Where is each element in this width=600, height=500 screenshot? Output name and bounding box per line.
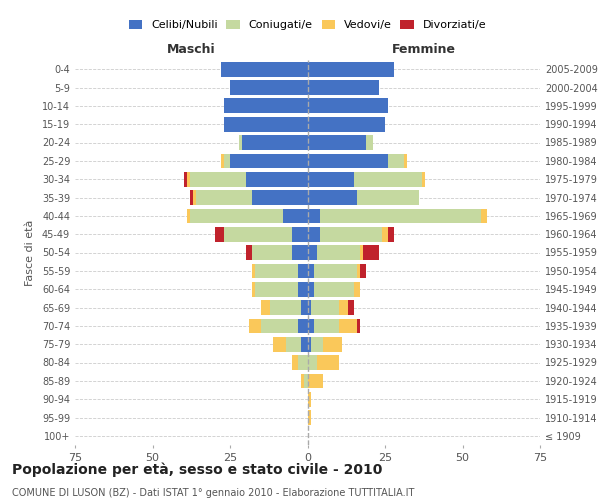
Bar xyxy=(311,300,338,315)
Bar xyxy=(314,318,338,333)
Bar xyxy=(298,355,308,370)
Bar xyxy=(320,227,382,242)
Bar xyxy=(221,154,224,168)
Bar xyxy=(252,282,255,296)
Bar xyxy=(308,300,311,315)
Bar xyxy=(301,300,308,315)
Bar xyxy=(357,318,360,333)
Bar xyxy=(308,208,320,223)
Bar xyxy=(298,264,308,278)
Bar xyxy=(308,135,367,150)
Text: Femmine: Femmine xyxy=(392,43,456,56)
Bar xyxy=(308,245,317,260)
Bar xyxy=(308,264,314,278)
Bar xyxy=(360,264,367,278)
Bar xyxy=(314,264,357,278)
Bar xyxy=(248,318,261,333)
Bar xyxy=(308,80,379,95)
Bar xyxy=(304,374,308,388)
Bar xyxy=(360,245,364,260)
Bar xyxy=(314,282,354,296)
Bar xyxy=(252,245,292,260)
Bar xyxy=(308,190,357,205)
Bar xyxy=(382,227,388,242)
Text: Popolazione per età, sesso e stato civile - 2010: Popolazione per età, sesso e stato civil… xyxy=(12,462,382,477)
Bar xyxy=(308,154,388,168)
Bar xyxy=(320,208,481,223)
Text: Maschi: Maschi xyxy=(167,43,215,56)
Bar xyxy=(239,135,242,150)
Bar xyxy=(187,172,190,186)
Bar xyxy=(308,172,354,186)
Bar xyxy=(388,227,394,242)
Bar xyxy=(187,208,190,223)
Bar xyxy=(292,227,308,242)
Bar xyxy=(190,172,245,186)
Bar xyxy=(367,135,373,150)
Bar xyxy=(245,172,308,186)
Bar xyxy=(224,227,292,242)
Bar xyxy=(242,135,308,150)
Bar xyxy=(271,300,301,315)
Bar xyxy=(311,337,323,351)
Bar xyxy=(196,190,252,205)
Y-axis label: Fasce di età: Fasce di età xyxy=(25,220,35,286)
Bar xyxy=(292,245,308,260)
Bar xyxy=(184,172,187,186)
Bar xyxy=(252,264,255,278)
Bar xyxy=(261,300,271,315)
Bar xyxy=(224,154,230,168)
Bar xyxy=(252,190,308,205)
Bar xyxy=(308,98,388,113)
Bar xyxy=(364,245,379,260)
Bar xyxy=(404,154,407,168)
Bar xyxy=(308,282,314,296)
Bar xyxy=(357,190,419,205)
Legend: Celibi/Nubili, Coniugati/e, Vedovi/e, Divorziati/e: Celibi/Nubili, Coniugati/e, Vedovi/e, Di… xyxy=(124,16,491,35)
Bar xyxy=(308,117,385,132)
Bar xyxy=(338,318,357,333)
Bar xyxy=(301,374,304,388)
Bar xyxy=(317,355,338,370)
Bar xyxy=(298,318,308,333)
Bar xyxy=(190,190,193,205)
Bar xyxy=(286,337,301,351)
Bar xyxy=(481,208,487,223)
Bar xyxy=(348,300,354,315)
Bar xyxy=(224,117,308,132)
Bar xyxy=(261,318,298,333)
Bar xyxy=(193,190,196,205)
Bar xyxy=(317,245,360,260)
Bar xyxy=(308,355,317,370)
Bar xyxy=(354,282,360,296)
Bar xyxy=(354,172,422,186)
Bar xyxy=(215,227,224,242)
Bar xyxy=(224,98,308,113)
Bar xyxy=(298,282,308,296)
Bar xyxy=(283,208,308,223)
Bar xyxy=(422,172,425,186)
Bar xyxy=(255,282,298,296)
Bar xyxy=(221,62,308,76)
Bar xyxy=(308,62,394,76)
Bar xyxy=(274,337,286,351)
Bar xyxy=(338,300,348,315)
Bar xyxy=(230,154,308,168)
Bar xyxy=(301,337,308,351)
Bar xyxy=(230,80,308,95)
Bar xyxy=(357,264,360,278)
Text: COMUNE DI LUSON (BZ) - Dati ISTAT 1° gennaio 2010 - Elaborazione TUTTITALIA.IT: COMUNE DI LUSON (BZ) - Dati ISTAT 1° gen… xyxy=(12,488,415,498)
Bar xyxy=(308,374,323,388)
Bar xyxy=(308,392,311,406)
Bar xyxy=(323,337,341,351)
Bar xyxy=(308,318,314,333)
Bar xyxy=(255,264,298,278)
Bar xyxy=(308,227,320,242)
Bar xyxy=(388,154,404,168)
Bar xyxy=(308,410,311,425)
Bar xyxy=(308,337,311,351)
Bar xyxy=(190,208,283,223)
Bar xyxy=(292,355,298,370)
Bar xyxy=(245,245,252,260)
